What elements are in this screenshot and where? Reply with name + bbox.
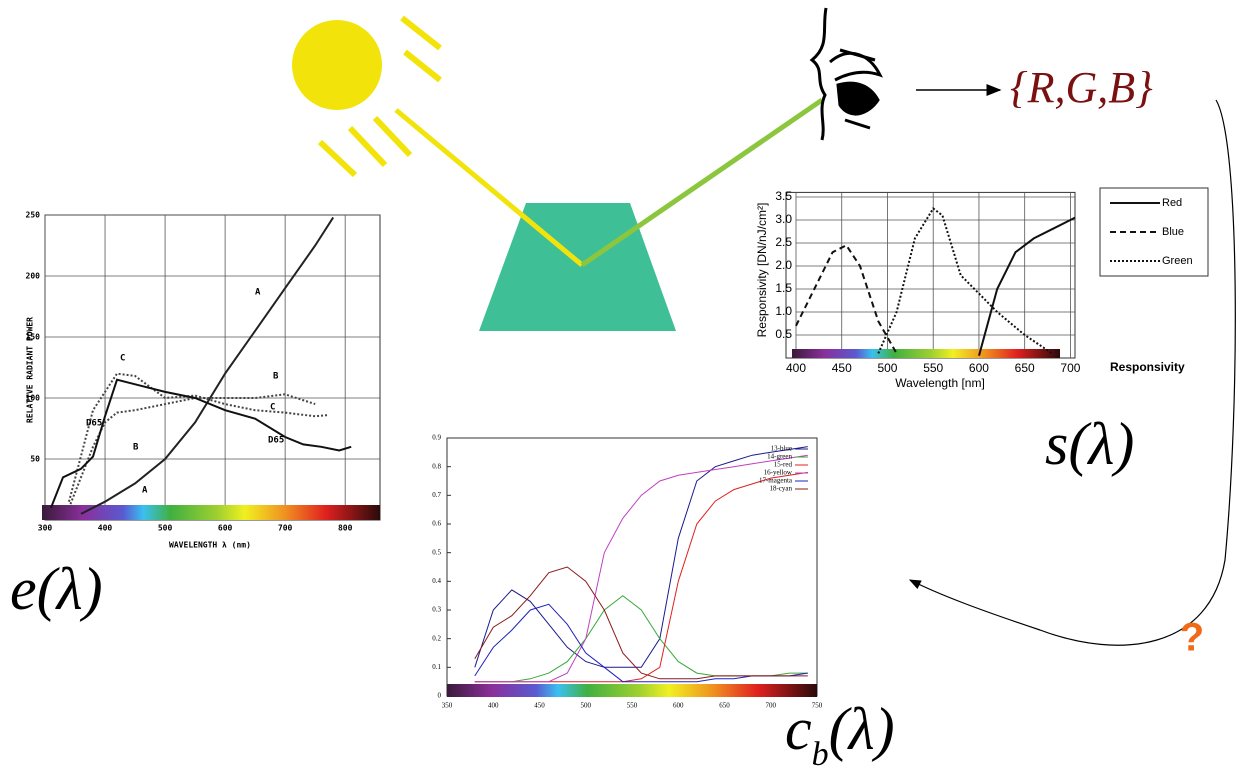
incident-ray — [396, 110, 582, 265]
y-tick-label: 0.5 — [432, 548, 441, 556]
y-tick-label: 0 — [438, 692, 442, 700]
spectrum-bar — [447, 684, 817, 697]
sensor-symbol: s(λ) — [1045, 411, 1134, 477]
x-tick-label: 700 — [766, 702, 777, 710]
x-tick-label: 700 — [1060, 361, 1080, 375]
curve-label: C — [120, 354, 125, 364]
x-tick-label: 500 — [581, 702, 592, 710]
x-tick-label: 400 — [488, 702, 499, 710]
y-tick-label: 0.4 — [432, 577, 441, 585]
x-tick-label: 400 — [786, 361, 806, 375]
x-tick-label: 500 — [158, 524, 173, 533]
y-tick-label: 0.5 — [775, 327, 792, 341]
reflectance-symbol: cb(λ) — [785, 696, 895, 772]
question-mark: ? — [1180, 616, 1204, 660]
x-tick-label: 450 — [832, 361, 852, 375]
y-tick-label: 0.9 — [432, 434, 441, 442]
y-tick-label: 2.0 — [775, 258, 792, 272]
y-tick-label: 3.0 — [775, 212, 792, 226]
legend-label: 18-cyan — [769, 485, 792, 493]
x-tick-label: 800 — [338, 524, 353, 533]
legend-label: Red — [1162, 197, 1182, 209]
y-tick-label: 2.5 — [775, 235, 792, 249]
legend-title: Responsivity — [1110, 360, 1185, 374]
series-line — [81, 217, 333, 514]
legend-label: 14-green — [767, 453, 792, 461]
y-tick-label: 1.5 — [775, 281, 792, 295]
y-axis-label: Responsivity [DN/nJ/cm²] — [755, 203, 769, 338]
y-tick-label: 0.7 — [432, 491, 441, 499]
curve-label: B — [133, 443, 139, 453]
series-line — [878, 209, 1052, 354]
x-tick-label: 450 — [534, 702, 545, 710]
x-tick-label: 400 — [98, 524, 113, 533]
diagram: {R,G,B} ? e(λ) s(λ) cb(λ) 30040050060070… — [0, 0, 1244, 772]
curve-label: D65 — [86, 419, 102, 429]
y-tick-label: 0.1 — [432, 663, 441, 671]
y-tick-label: 50 — [30, 455, 40, 464]
curve-label: A — [255, 288, 261, 298]
plot-frame — [786, 192, 1075, 358]
series-line — [475, 447, 808, 668]
x-tick-label: 750 — [812, 702, 823, 710]
y-tick-label: 0.2 — [432, 634, 441, 642]
plot-frame — [45, 215, 380, 520]
y-tick-label: 1.0 — [775, 304, 792, 318]
x-tick-label: 350 — [442, 702, 453, 710]
y-tick-label: 200 — [26, 272, 41, 281]
legend-label: Green — [1162, 255, 1193, 267]
y-tick-label: 0.8 — [432, 462, 441, 470]
x-tick-label: 300 — [38, 524, 53, 533]
x-tick-label: 650 — [1015, 361, 1035, 375]
legend-label: 13-blue — [771, 445, 792, 453]
x-tick-label: 550 — [923, 361, 943, 375]
legend-label: 15-red — [774, 461, 793, 469]
x-tick-label: 550 — [627, 702, 638, 710]
series-line — [796, 245, 897, 353]
y-tick-label: 3.5 — [775, 189, 792, 203]
series-line — [475, 455, 808, 682]
y-tick-label: 0.3 — [432, 606, 441, 614]
series-line — [475, 604, 808, 681]
x-axis-label: WAVELENGTH λ (nm) — [169, 541, 251, 550]
y-tick-label: 0.6 — [432, 520, 441, 528]
curve-label: A — [142, 486, 148, 496]
x-tick-label: 600 — [218, 524, 233, 533]
x-tick-label: 600 — [969, 361, 989, 375]
legend-label: Blue — [1162, 226, 1184, 238]
chart: 350 400 450 500 550 600 650 700 750 0 0.1 0.2 0.3 0.4… — [432, 434, 823, 710]
x-tick-label: 700 — [278, 524, 293, 533]
curve-label: D65 — [268, 436, 284, 446]
spectrum-bar — [792, 349, 1060, 358]
legend-label: 16-yellow — [764, 469, 793, 477]
series-line — [475, 567, 808, 679]
y-tick-label: 250 — [26, 211, 41, 220]
x-tick-label: 600 — [673, 702, 684, 710]
series-line — [475, 596, 808, 682]
x-tick-label: 650 — [719, 702, 730, 710]
rgb-label: {R,G,B} — [1010, 63, 1153, 112]
eye — [812, 8, 880, 140]
chart: 400 450 500 550 600 650 700 0.5 1.0 1.5 2.0 2.5 3.0 3… — [755, 188, 1208, 390]
x-axis-label: Wavelength [nm] — [895, 376, 985, 390]
curve-label: B — [273, 372, 279, 382]
sun — [292, 18, 440, 175]
series-line — [475, 472, 808, 681]
x-tick-label: 500 — [877, 361, 897, 375]
y-axis-label: RELATIVE RADIANT POWER — [26, 317, 35, 423]
curve-label: C — [270, 403, 275, 413]
legend-label: 17-magenta — [759, 477, 793, 485]
illuminant-symbol: e(λ) — [10, 556, 103, 622]
